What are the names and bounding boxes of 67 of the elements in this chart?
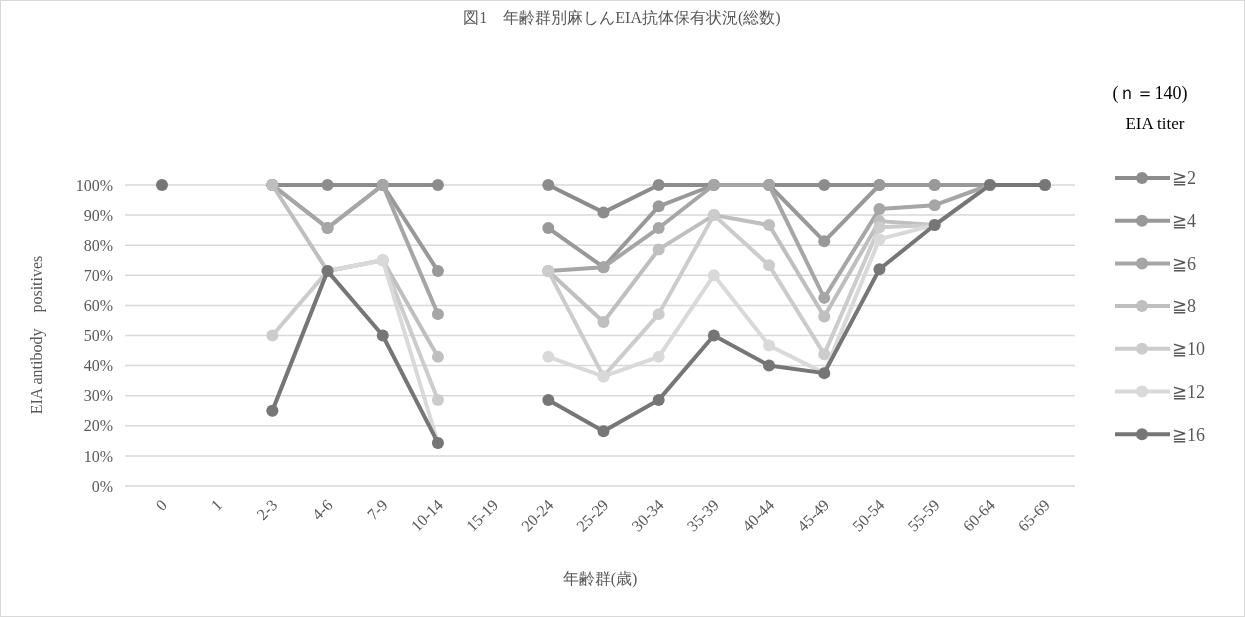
point <box>707 269 720 282</box>
x-tick-label: 2-3 <box>253 496 281 524</box>
point <box>763 339 776 352</box>
y-tick-label: 20% <box>83 417 113 435</box>
point <box>818 235 831 248</box>
y-tick-label: 50% <box>83 327 113 345</box>
point <box>652 393 665 406</box>
x-tick-label: 0 <box>152 496 171 514</box>
point <box>542 350 555 363</box>
point <box>597 425 610 438</box>
legend-label: ≧12 <box>1172 381 1205 402</box>
point <box>376 329 389 342</box>
x-tick-label: 4-6 <box>308 496 336 524</box>
y-tick-label: 70% <box>83 266 113 284</box>
y-tick-label: 10% <box>83 447 113 465</box>
point <box>652 243 665 256</box>
point <box>763 359 776 372</box>
point <box>431 179 444 191</box>
y-tick-label: 40% <box>83 357 113 375</box>
point <box>542 222 555 235</box>
point <box>266 329 279 342</box>
point <box>597 315 610 328</box>
point <box>652 179 665 191</box>
point <box>652 200 665 213</box>
y-tick-label: 0% <box>91 477 113 495</box>
point <box>431 265 444 278</box>
x-tick-label: 7-9 <box>363 496 391 524</box>
legend-label: ≧2 <box>1172 168 1196 189</box>
point <box>431 350 444 363</box>
y-tick-label: 30% <box>83 387 113 405</box>
point <box>652 308 665 321</box>
point <box>707 329 720 342</box>
legend-label: ≧16 <box>1172 424 1205 445</box>
legend-label: ≧6 <box>1172 253 1196 274</box>
point <box>873 263 886 276</box>
legend-title: EIA titer <box>1125 114 1185 133</box>
point <box>873 221 886 234</box>
point <box>873 203 886 216</box>
point <box>763 219 776 232</box>
point <box>652 222 665 235</box>
point <box>542 179 555 191</box>
point <box>597 206 610 219</box>
point <box>873 233 886 246</box>
point <box>431 308 444 321</box>
text: (ｎ＝140) <box>1112 83 1188 104</box>
point <box>542 393 555 406</box>
y-tick-label: 80% <box>83 236 113 254</box>
point <box>431 393 444 406</box>
point <box>818 179 831 191</box>
x-axis-title: 年齢群(歳) <box>562 570 638 588</box>
point <box>652 350 665 363</box>
point <box>818 291 831 304</box>
y-tick-label: 60% <box>83 297 113 314</box>
point <box>928 199 941 212</box>
point <box>321 179 334 191</box>
legend-label: ≧10 <box>1172 339 1205 360</box>
point <box>818 348 831 361</box>
x-tick-label: 1 <box>207 496 226 514</box>
point <box>818 310 831 323</box>
point <box>156 179 168 191</box>
chart-title: 図1 年齢群別麻しんEIA抗体保有状況(総数) <box>463 9 781 27</box>
legend-label: ≧8 <box>1172 296 1196 317</box>
y-tick-label: 90% <box>83 206 113 224</box>
y-tick-label: 100% <box>75 176 113 194</box>
y-axis-title: EIA antibody positives <box>28 255 46 415</box>
legend-label: ≧4 <box>1172 211 1196 231</box>
point <box>763 259 776 272</box>
